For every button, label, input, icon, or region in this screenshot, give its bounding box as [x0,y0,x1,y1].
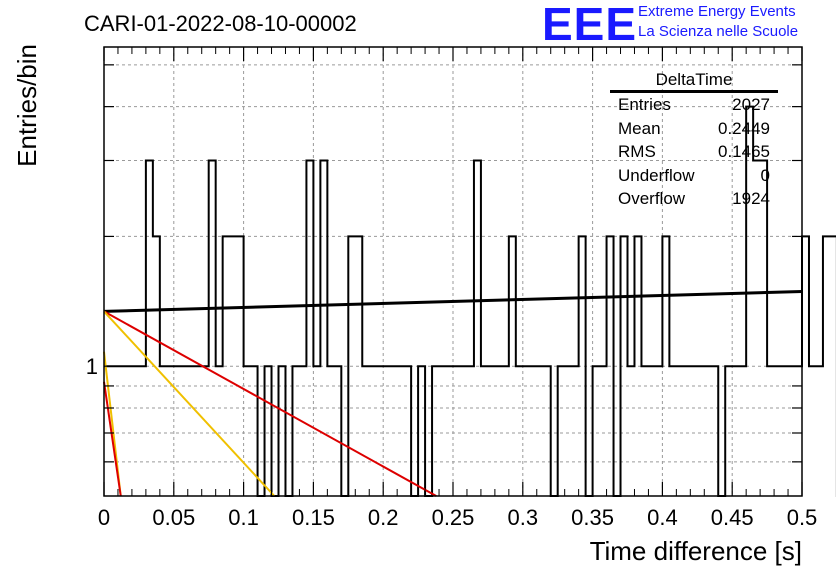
stats-label: RMS [618,142,656,161]
x-tick-label: 0.4 [647,505,678,530]
logo-line-1: Extreme Energy Events [638,3,796,20]
x-tick-label: 0.35 [571,505,614,530]
y-axis-label: Entries/bin [12,44,42,167]
stats-value: 1924 [732,189,770,208]
stats-value: 2027 [732,95,770,114]
grid-lines [104,47,802,496]
stats-label: Underflow [618,165,695,185]
stats-label: Mean [618,118,661,138]
stats-row: Entries 2027 [612,93,776,117]
y-tick-labels: 1 [86,354,98,379]
x-axis-label: Time difference [s] [590,536,802,566]
eee-logo: EEE [542,0,638,50]
stats-row: RMS 0.1465 [612,140,776,164]
stats-box-title: DeltaTime [655,70,733,89]
x-tick-label: 0.1 [228,505,259,530]
y-tick-label: 1 [86,354,98,379]
x-tick-label: 0 [98,505,110,530]
x-tick-label: 0.5 [787,505,818,530]
fit-curves [103,290,803,497]
stats-row: Underflow 0 [612,164,776,188]
stats-row: Mean 0.2449 [612,117,776,141]
stats-value: 0 [760,165,770,185]
x-tick-label: 0.25 [432,505,475,530]
logo-line-2: La Scienza nelle Scuole [638,23,799,40]
stats-row: Overflow 1924 [612,187,776,211]
stats-label: Overflow [618,189,686,208]
fit-line [103,310,437,497]
stats-box: DeltaTime Entries 2027 Mean 0.2449 RMS 0… [610,70,778,211]
x-tick-label: 0.45 [711,505,754,530]
x-tick-label: 0.2 [368,505,399,530]
stats-value: 0.1465 [718,142,770,161]
x-tick-label: 0.05 [152,505,195,530]
x-tick-label: 0.15 [292,505,335,530]
x-tick-labels: 0 0.05 0.1 0.15 0.2 0.25 0.3 0.35 0.4 0.45 0.5 [98,505,817,530]
stats-value: 0.2449 [718,118,770,138]
axis-ticks [103,47,803,496]
chart-title: CARI-01-2022-08-10-00002 [84,11,357,36]
fit-line [103,310,276,497]
fit-line [103,381,122,497]
x-tick-label: 0.3 [508,505,539,530]
fit-line [103,290,803,313]
stats-box-divider [610,90,778,93]
stats-label: Entries [618,95,671,114]
